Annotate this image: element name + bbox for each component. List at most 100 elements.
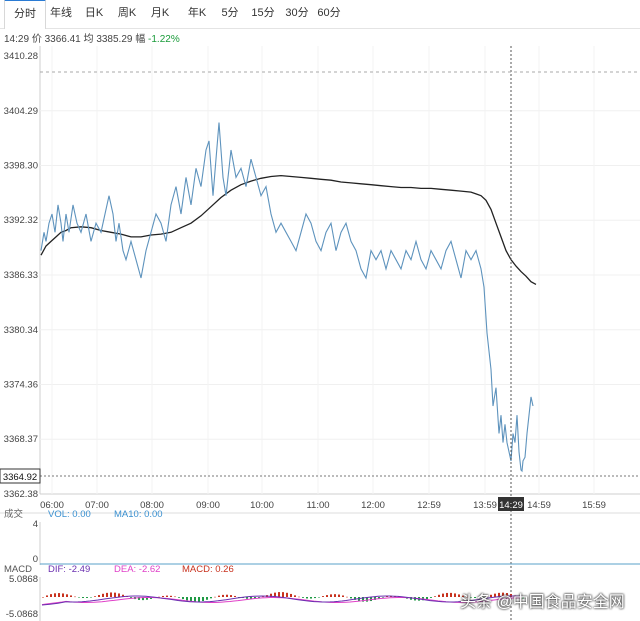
macd-bar-116 xyxy=(506,593,508,597)
macd-bar-53 xyxy=(254,597,256,599)
x-tick-label-0: 06:00 xyxy=(40,500,64,511)
macd-bar-33 xyxy=(174,596,176,598)
info-time: 14:29 xyxy=(4,34,30,45)
macd-bar-70 xyxy=(322,596,324,597)
volume-tick-max: 4 xyxy=(33,519,38,530)
macd-bar-2 xyxy=(50,594,52,597)
macd-bar-45 xyxy=(222,594,224,597)
macd-bar-75 xyxy=(342,595,344,597)
macd-bar-52 xyxy=(250,597,252,600)
macd-bar-80 xyxy=(362,597,364,602)
macd-bar-68 xyxy=(314,597,316,599)
tab-8[interactable]: 15分 xyxy=(251,7,275,19)
macd-bar-61 xyxy=(286,592,288,597)
macd-bar-86 xyxy=(386,596,388,597)
macd-bar-19 xyxy=(118,593,120,597)
macd-bar-26 xyxy=(146,597,148,600)
tab-10[interactable]: 60分 xyxy=(317,7,341,19)
macd-bar-0 xyxy=(42,597,44,598)
macd-bar-103 xyxy=(454,593,456,597)
macd-bar-60 xyxy=(282,592,284,597)
macd-bar-65 xyxy=(302,597,304,598)
macd-bar-64 xyxy=(298,596,300,598)
macd-bar-81 xyxy=(366,597,368,602)
y-tick-label-7: 3368.37 xyxy=(4,434,38,445)
macd-bar-84 xyxy=(378,597,380,599)
macd-bar-34 xyxy=(178,597,180,598)
info-price-label: 价 xyxy=(31,34,42,45)
tab-1[interactable]: 分时 xyxy=(4,0,46,29)
price-axis-labels: 3410.28 3404.29 3398.30 3392.32 3386.33 3380.… xyxy=(4,51,38,500)
macd-bar-4 xyxy=(58,593,60,597)
macd-bar-35 xyxy=(182,597,184,600)
x-tick-label-2: 08:00 xyxy=(140,500,164,511)
x-tick-label-1: 07:00 xyxy=(85,500,109,511)
period-tabs: 分时 年线 日K 周K 月K 年K 5分 15分 30分 60分 xyxy=(0,0,640,29)
macd-bar-83 xyxy=(374,597,376,600)
macd-dif-line xyxy=(41,595,523,606)
x-tick-label-6: 12:00 xyxy=(361,500,385,511)
macd-bar-5 xyxy=(62,593,64,597)
tab-6[interactable]: 年K xyxy=(187,7,207,19)
macd-bar-12 xyxy=(90,597,92,598)
macd-bar-58 xyxy=(274,592,276,597)
x-tick-label-5: 11:00 xyxy=(306,500,329,511)
macd-bar-47 xyxy=(230,595,232,597)
macd-title: MACD xyxy=(4,564,32,575)
macd-bar-10 xyxy=(82,597,84,599)
tab-4[interactable]: 周K xyxy=(117,7,137,19)
x-tick-label-7: 12:59 xyxy=(417,500,441,511)
macd-bar-108 xyxy=(474,597,476,598)
macd-bar-82 xyxy=(370,597,372,602)
macd-bar-72 xyxy=(330,594,332,597)
info-change-pct: -1.22% xyxy=(148,34,180,45)
macd-bar-48 xyxy=(234,595,236,597)
macd-bar-115 xyxy=(502,592,504,597)
macd-bar-8 xyxy=(74,596,76,598)
macd-bar-54 xyxy=(258,597,260,598)
info-avg-label: 均 xyxy=(83,34,94,45)
macd-bar-105 xyxy=(462,595,464,597)
tab-9[interactable]: 30分 xyxy=(285,7,309,19)
volume-tick-zero: 0 xyxy=(33,554,38,565)
y-tick-label-4: 3386.33 xyxy=(4,270,38,281)
macd-bar-42 xyxy=(210,597,212,599)
x-tick-label-9: 14:59 xyxy=(527,500,551,511)
macd-bar-25 xyxy=(142,597,144,601)
tab-5[interactable]: 月K xyxy=(150,7,170,19)
macd-bar-37 xyxy=(190,597,192,602)
macd-bar-38 xyxy=(194,597,196,602)
volume-title: 成交 xyxy=(4,508,24,520)
macd-bar-63 xyxy=(294,595,296,597)
macd-bar-73 xyxy=(334,594,336,597)
info-avg: 3385.29 xyxy=(96,34,133,45)
y-tick-label-6: 3374.36 xyxy=(4,379,38,390)
macd-histogram xyxy=(42,592,524,602)
macd-bar-55 xyxy=(262,596,264,598)
tab-2[interactable]: 年线 xyxy=(50,7,72,19)
tab-7[interactable]: 5分 xyxy=(221,7,239,19)
macd-bar-62 xyxy=(290,593,292,597)
macd-bar-100 xyxy=(442,593,444,597)
macd-bar-85 xyxy=(382,597,384,598)
macd-bar-29 xyxy=(158,596,160,598)
time-gridlines xyxy=(51,46,595,494)
macd-bar-13 xyxy=(94,596,96,597)
price-gridlines xyxy=(40,110,640,440)
macd-bar-1 xyxy=(46,595,48,597)
y-tick-label-8: 3362.38 xyxy=(4,489,38,500)
macd-bar-9 xyxy=(78,597,80,598)
price-line xyxy=(40,122,534,473)
macd-bar-30 xyxy=(162,595,164,597)
macd-bar-46 xyxy=(226,594,228,597)
info-chg-label: 幅 xyxy=(135,34,146,45)
macd-value: MACD: 0.26 xyxy=(182,564,234,575)
crosshair-time-label: 14:29 xyxy=(499,500,523,511)
macd-bar-43 xyxy=(214,596,216,598)
macd-bar-109 xyxy=(478,597,480,598)
x-tick-label-8: 13:59 xyxy=(473,500,497,511)
tab-3[interactable]: 日K xyxy=(84,7,104,19)
macd-bar-31 xyxy=(166,595,168,597)
x-tick-label-3: 09:00 xyxy=(196,500,220,511)
